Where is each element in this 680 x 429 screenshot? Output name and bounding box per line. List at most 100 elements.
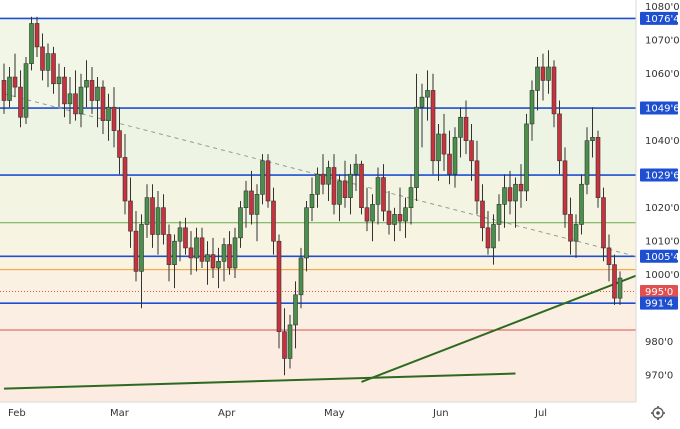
candle-body-67 <box>371 204 375 221</box>
candle-body-70 <box>387 211 391 224</box>
candle-body-93 <box>514 184 518 201</box>
level-badge-4: 1005'4 <box>640 250 680 263</box>
candle-body-98 <box>541 67 545 80</box>
candle-body-24 <box>134 231 138 271</box>
candle-body-8 <box>46 54 50 71</box>
x-label-5: Jul <box>534 408 547 419</box>
y-tick-label-13: 970'0 <box>645 371 673 382</box>
level-badge-text-6: 995'0 <box>645 287 673 298</box>
candle-body-105 <box>580 184 584 224</box>
candle-body-14 <box>79 87 83 114</box>
candle-body-30 <box>167 235 171 265</box>
candle-body-75 <box>415 107 419 187</box>
candle-body-12 <box>68 94 72 104</box>
candle-body-97 <box>536 67 540 90</box>
candle-body-17 <box>96 87 100 100</box>
candle-body-52 <box>288 325 292 359</box>
candle-body-25 <box>140 224 144 271</box>
band-8 <box>0 330 636 402</box>
candle-body-112 <box>618 278 622 298</box>
candle-body-32 <box>178 228 182 241</box>
candle-body-47 <box>261 161 265 195</box>
candle-body-22 <box>123 157 127 201</box>
candle-body-72 <box>398 214 402 221</box>
candle-body-83 <box>459 117 463 137</box>
candle-body-19 <box>107 107 111 120</box>
band-4 <box>0 223 636 257</box>
candle-body-79 <box>437 134 441 161</box>
candle-body-90 <box>497 204 501 224</box>
candle-body-82 <box>453 137 457 174</box>
candle-body-31 <box>173 241 177 264</box>
candle-body-56 <box>310 194 314 207</box>
candle-body-9 <box>52 54 56 84</box>
band-7 <box>0 303 636 330</box>
candle-108 <box>596 131 600 208</box>
candle-body-4 <box>24 64 28 118</box>
band-0 <box>0 0 636 18</box>
y-tick-label-1: 1070'0 <box>645 36 680 47</box>
candle-body-44 <box>244 191 248 208</box>
candle-body-64 <box>354 164 358 174</box>
level-badge-0: 1076'4 <box>640 12 680 25</box>
x-label-4: Jun <box>432 408 449 419</box>
candle-body-111 <box>613 265 617 299</box>
candle-5 <box>30 17 34 71</box>
candle-body-23 <box>129 201 133 231</box>
candle-body-109 <box>602 198 606 248</box>
y-tick-label-6: 1020'0 <box>645 203 680 214</box>
candle-body-87 <box>481 201 485 228</box>
candle-body-53 <box>294 295 298 325</box>
candle-body-103 <box>569 214 573 241</box>
y-tick-label-7: 1010'0 <box>645 237 680 248</box>
candle-body-85 <box>470 141 474 161</box>
band-6 <box>0 270 636 304</box>
candle-body-57 <box>316 174 320 194</box>
level-badge-2: 1029'6 <box>640 169 680 182</box>
x-label-0: Feb <box>8 408 26 419</box>
candle-body-86 <box>475 161 479 201</box>
candle-body-54 <box>299 258 303 295</box>
candle-body-100 <box>552 67 556 114</box>
candle-body-49 <box>272 201 276 241</box>
candle-body-59 <box>327 168 331 185</box>
band-2 <box>0 108 636 175</box>
candle-body-3 <box>19 87 23 117</box>
candle-body-88 <box>486 228 490 248</box>
candle-body-42 <box>233 238 237 268</box>
candle-body-27 <box>151 198 155 235</box>
candle-body-69 <box>382 178 386 212</box>
candle-body-58 <box>321 174 325 184</box>
candle-body-40 <box>222 245 226 262</box>
candle-body-1 <box>8 77 12 100</box>
candle-48 <box>266 154 270 208</box>
candle-body-34 <box>189 248 193 258</box>
candle-body-102 <box>563 161 567 215</box>
candle-50 <box>277 235 281 349</box>
level-badge-text-4: 1005'4 <box>645 252 680 263</box>
candle-body-46 <box>255 194 259 214</box>
candle-body-80 <box>442 134 446 154</box>
candle-body-108 <box>596 137 600 197</box>
candle-body-99 <box>547 67 551 80</box>
candle-body-96 <box>530 90 534 124</box>
candle-body-106 <box>585 141 589 185</box>
candle-body-89 <box>492 224 496 247</box>
candle-body-65 <box>360 164 364 208</box>
candle-body-20 <box>112 107 116 130</box>
candle-body-35 <box>195 238 199 258</box>
candle-body-38 <box>211 255 215 268</box>
candle-body-10 <box>57 77 61 84</box>
candle-body-43 <box>239 208 243 238</box>
level-badge-text-0: 1076'4 <box>645 14 680 25</box>
y-tick-label-12: 980'0 <box>645 337 673 348</box>
candle-body-55 <box>305 208 309 258</box>
candle-body-62 <box>343 181 347 198</box>
y-tick-label-9: 1000'0 <box>645 270 680 281</box>
candle-body-81 <box>448 154 452 174</box>
candle-body-110 <box>607 248 611 265</box>
candle-body-26 <box>145 198 149 225</box>
candle-body-16 <box>90 80 94 100</box>
candle-body-13 <box>74 94 78 114</box>
